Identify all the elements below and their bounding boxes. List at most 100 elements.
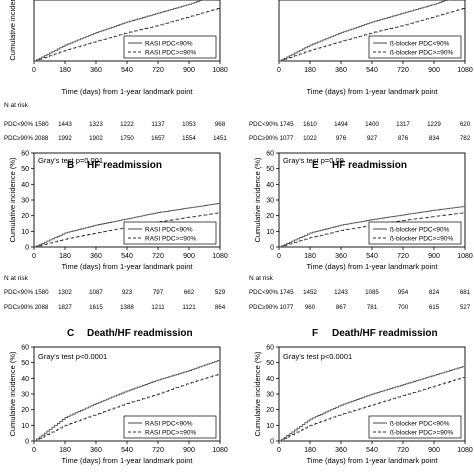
- x-tick-label: 360: [90, 67, 102, 74]
- risk-count: 781: [367, 304, 378, 311]
- risk-count: 960: [305, 304, 316, 311]
- panel-letter: F: [312, 328, 318, 339]
- x-axis-label: Time (days) from 1-year landmark point: [306, 262, 438, 271]
- x-tick-label: 720: [397, 253, 409, 260]
- risk-count: 782: [460, 135, 471, 142]
- x-tick-label: 720: [152, 253, 164, 260]
- x-tick-label: 900: [183, 67, 195, 74]
- x-tick-label: 540: [366, 253, 378, 260]
- y-axis-label: Cumulative incidence (%): [253, 351, 262, 437]
- risk-row-label: PDC≥90% 2088: [4, 304, 49, 311]
- panel-C: 0 10 20 30 40 50 60 0 180 360 540 720 900 1080 Time (d…: [8, 328, 228, 465]
- panel-title: Death/HF readmission: [87, 328, 193, 339]
- grays-test-annotation: Gray's test p=0.001: [38, 156, 103, 165]
- risk-count: 1137: [151, 121, 165, 128]
- risk-count: 1121: [182, 304, 196, 311]
- x-tick-label: 1080: [457, 253, 473, 260]
- risk-count: 954: [398, 289, 409, 296]
- y-axis-label: Cumulative incidence (%): [253, 157, 262, 243]
- x-tick-label: 900: [183, 253, 195, 260]
- panel-title: HF readmission: [332, 160, 407, 171]
- y-tick-label: 30: [21, 198, 29, 205]
- risk-count: 1085: [365, 289, 379, 296]
- x-tick-label: 180: [304, 447, 316, 454]
- panel-F: 0 10 20 30 40 50 60 0 180 360 540 720 900 1080 Time (d…: [253, 328, 473, 465]
- risk-count: 923: [122, 289, 133, 296]
- x-tick-label: 360: [335, 253, 347, 260]
- risk-count: 700: [398, 304, 409, 311]
- series-line-pdc-under-90: [279, 365, 466, 442]
- y-tick-label: 30: [266, 392, 274, 399]
- panel-D: 0 180 360 540 720 900 1080 Time (days) from 1-y…: [249, 0, 473, 142]
- x-tick-label: 360: [335, 67, 347, 74]
- legend-box: [368, 415, 462, 439]
- y-tick-label: 30: [266, 198, 274, 205]
- x-tick-label: 900: [428, 67, 440, 74]
- legend-label: RASI PDC<90%: [145, 421, 193, 428]
- y-tick-label: 50: [266, 166, 274, 173]
- x-tick-label: 360: [90, 447, 102, 454]
- legend-box: [123, 221, 217, 245]
- risk-count: 1494: [334, 121, 348, 128]
- series-line-pdc-under-90: [34, 203, 221, 248]
- n-at-risk-label: N at risk: [249, 275, 274, 282]
- risk-count: 824: [429, 289, 440, 296]
- legend-label: RASI PDC>=90%: [145, 50, 197, 57]
- x-tick-label: 900: [428, 447, 440, 454]
- y-axis-label: Cumulative incidence: [8, 0, 17, 61]
- legend-box: [368, 221, 462, 245]
- risk-count: 1554: [182, 135, 196, 142]
- risk-count: 527: [460, 304, 471, 311]
- y-tick-label: 10: [266, 423, 274, 430]
- x-axis-label: Time (days) from 1-year landmark point: [306, 87, 438, 96]
- risk-count: 867: [336, 304, 347, 311]
- risk-row-label: PDC<90% 1745: [249, 121, 294, 128]
- legend-label: RASI PDC>=90%: [145, 430, 197, 437]
- y-tick-label: 0: [270, 245, 274, 252]
- x-tick-label: 1080: [457, 67, 473, 74]
- panel-letter: E: [312, 160, 319, 171]
- risk-count: 1902: [89, 135, 103, 142]
- x-tick-label: 540: [121, 447, 133, 454]
- y-tick-label: 10: [266, 229, 274, 236]
- y-tick-label: 60: [266, 151, 274, 158]
- x-tick-label: 540: [366, 447, 378, 454]
- risk-count: 529: [215, 289, 226, 296]
- risk-count: 1222: [120, 121, 134, 128]
- risk-count: 927: [367, 135, 378, 142]
- legend-label: RASI PDC>=90%: [145, 236, 197, 243]
- x-tick-label: 720: [397, 447, 409, 454]
- risk-row-label: PDC≥90% 2088: [4, 135, 49, 142]
- risk-count: 1992: [58, 135, 72, 142]
- y-tick-label: 60: [21, 151, 29, 158]
- y-tick-label: 40: [266, 376, 274, 383]
- n-at-risk-label: N at risk: [4, 275, 29, 282]
- risk-count: 1087: [89, 289, 103, 296]
- risk-count: 1610: [303, 121, 317, 128]
- risk-count: 1615: [89, 304, 103, 311]
- panel-title: Death/HF readmission: [332, 328, 438, 339]
- y-tick-label: 50: [21, 360, 29, 367]
- y-tick-label: 40: [21, 376, 29, 383]
- x-tick-label: 180: [59, 67, 71, 74]
- legend-label: RASI PDC<90%: [145, 41, 193, 48]
- risk-count: 1243: [334, 289, 348, 296]
- risk-row-label: PDC<90% 1580: [4, 121, 49, 128]
- x-tick-label: 0: [32, 253, 36, 260]
- risk-count: 1388: [120, 304, 134, 311]
- legend-box: [368, 35, 462, 59]
- x-tick-label: 0: [277, 67, 281, 74]
- x-tick-label: 1080: [212, 67, 228, 74]
- legend-box: [123, 415, 217, 439]
- x-tick-label: 180: [59, 253, 71, 260]
- risk-count: 1323: [89, 121, 103, 128]
- x-tick-label: 180: [304, 253, 316, 260]
- risk-count: 620: [460, 121, 471, 128]
- risk-count: 615: [429, 304, 440, 311]
- risk-count: 834: [429, 135, 440, 142]
- legend-label: ß-blocker PDC>=90%: [390, 236, 453, 243]
- x-tick-label: 0: [277, 447, 281, 454]
- y-axis-label: Cumulative incidence (%): [8, 157, 17, 243]
- legend-label: ß-blocker PDC<90%: [390, 421, 450, 428]
- risk-count: 1750: [120, 135, 134, 142]
